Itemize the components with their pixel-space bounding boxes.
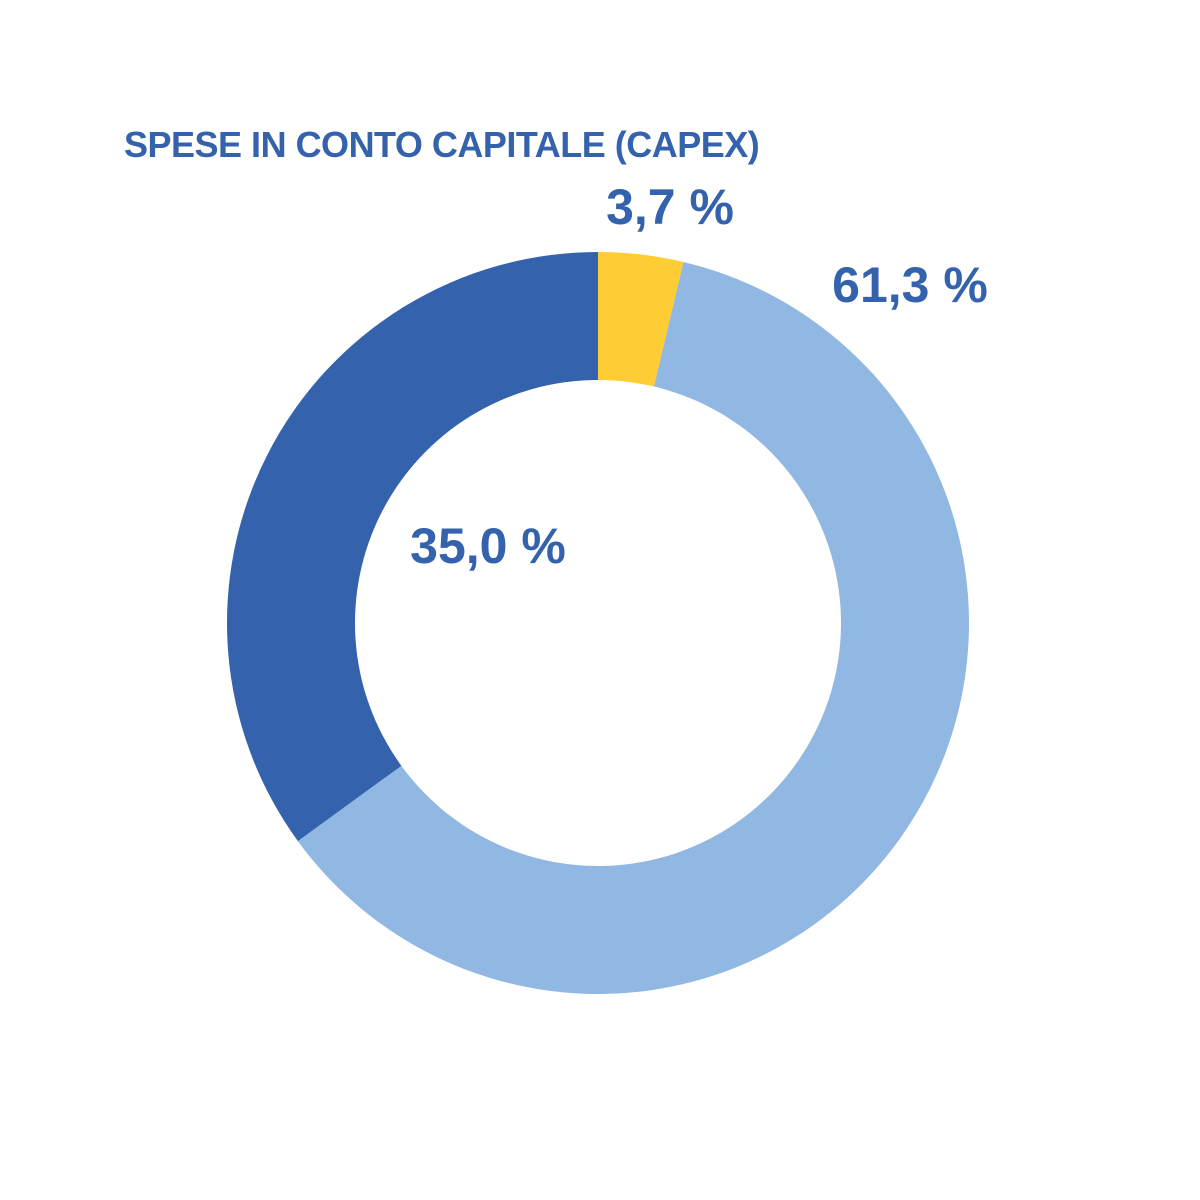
donut-labels: 3,7 % 61,3 % 35,0 % [410, 179, 988, 574]
donut-slice-1 [598, 252, 684, 387]
slice-label-1: 3,7 % [606, 179, 734, 235]
donut-slice-3 [227, 251, 598, 842]
chart-title: SPESE IN CONTO CAPITALE (CAPEX) [124, 124, 760, 165]
donut-slices [227, 251, 969, 995]
slice-label-2: 61,3 % [832, 257, 988, 313]
donut-slice-2 [297, 261, 969, 995]
slice-label-3: 35,0 % [410, 518, 566, 574]
